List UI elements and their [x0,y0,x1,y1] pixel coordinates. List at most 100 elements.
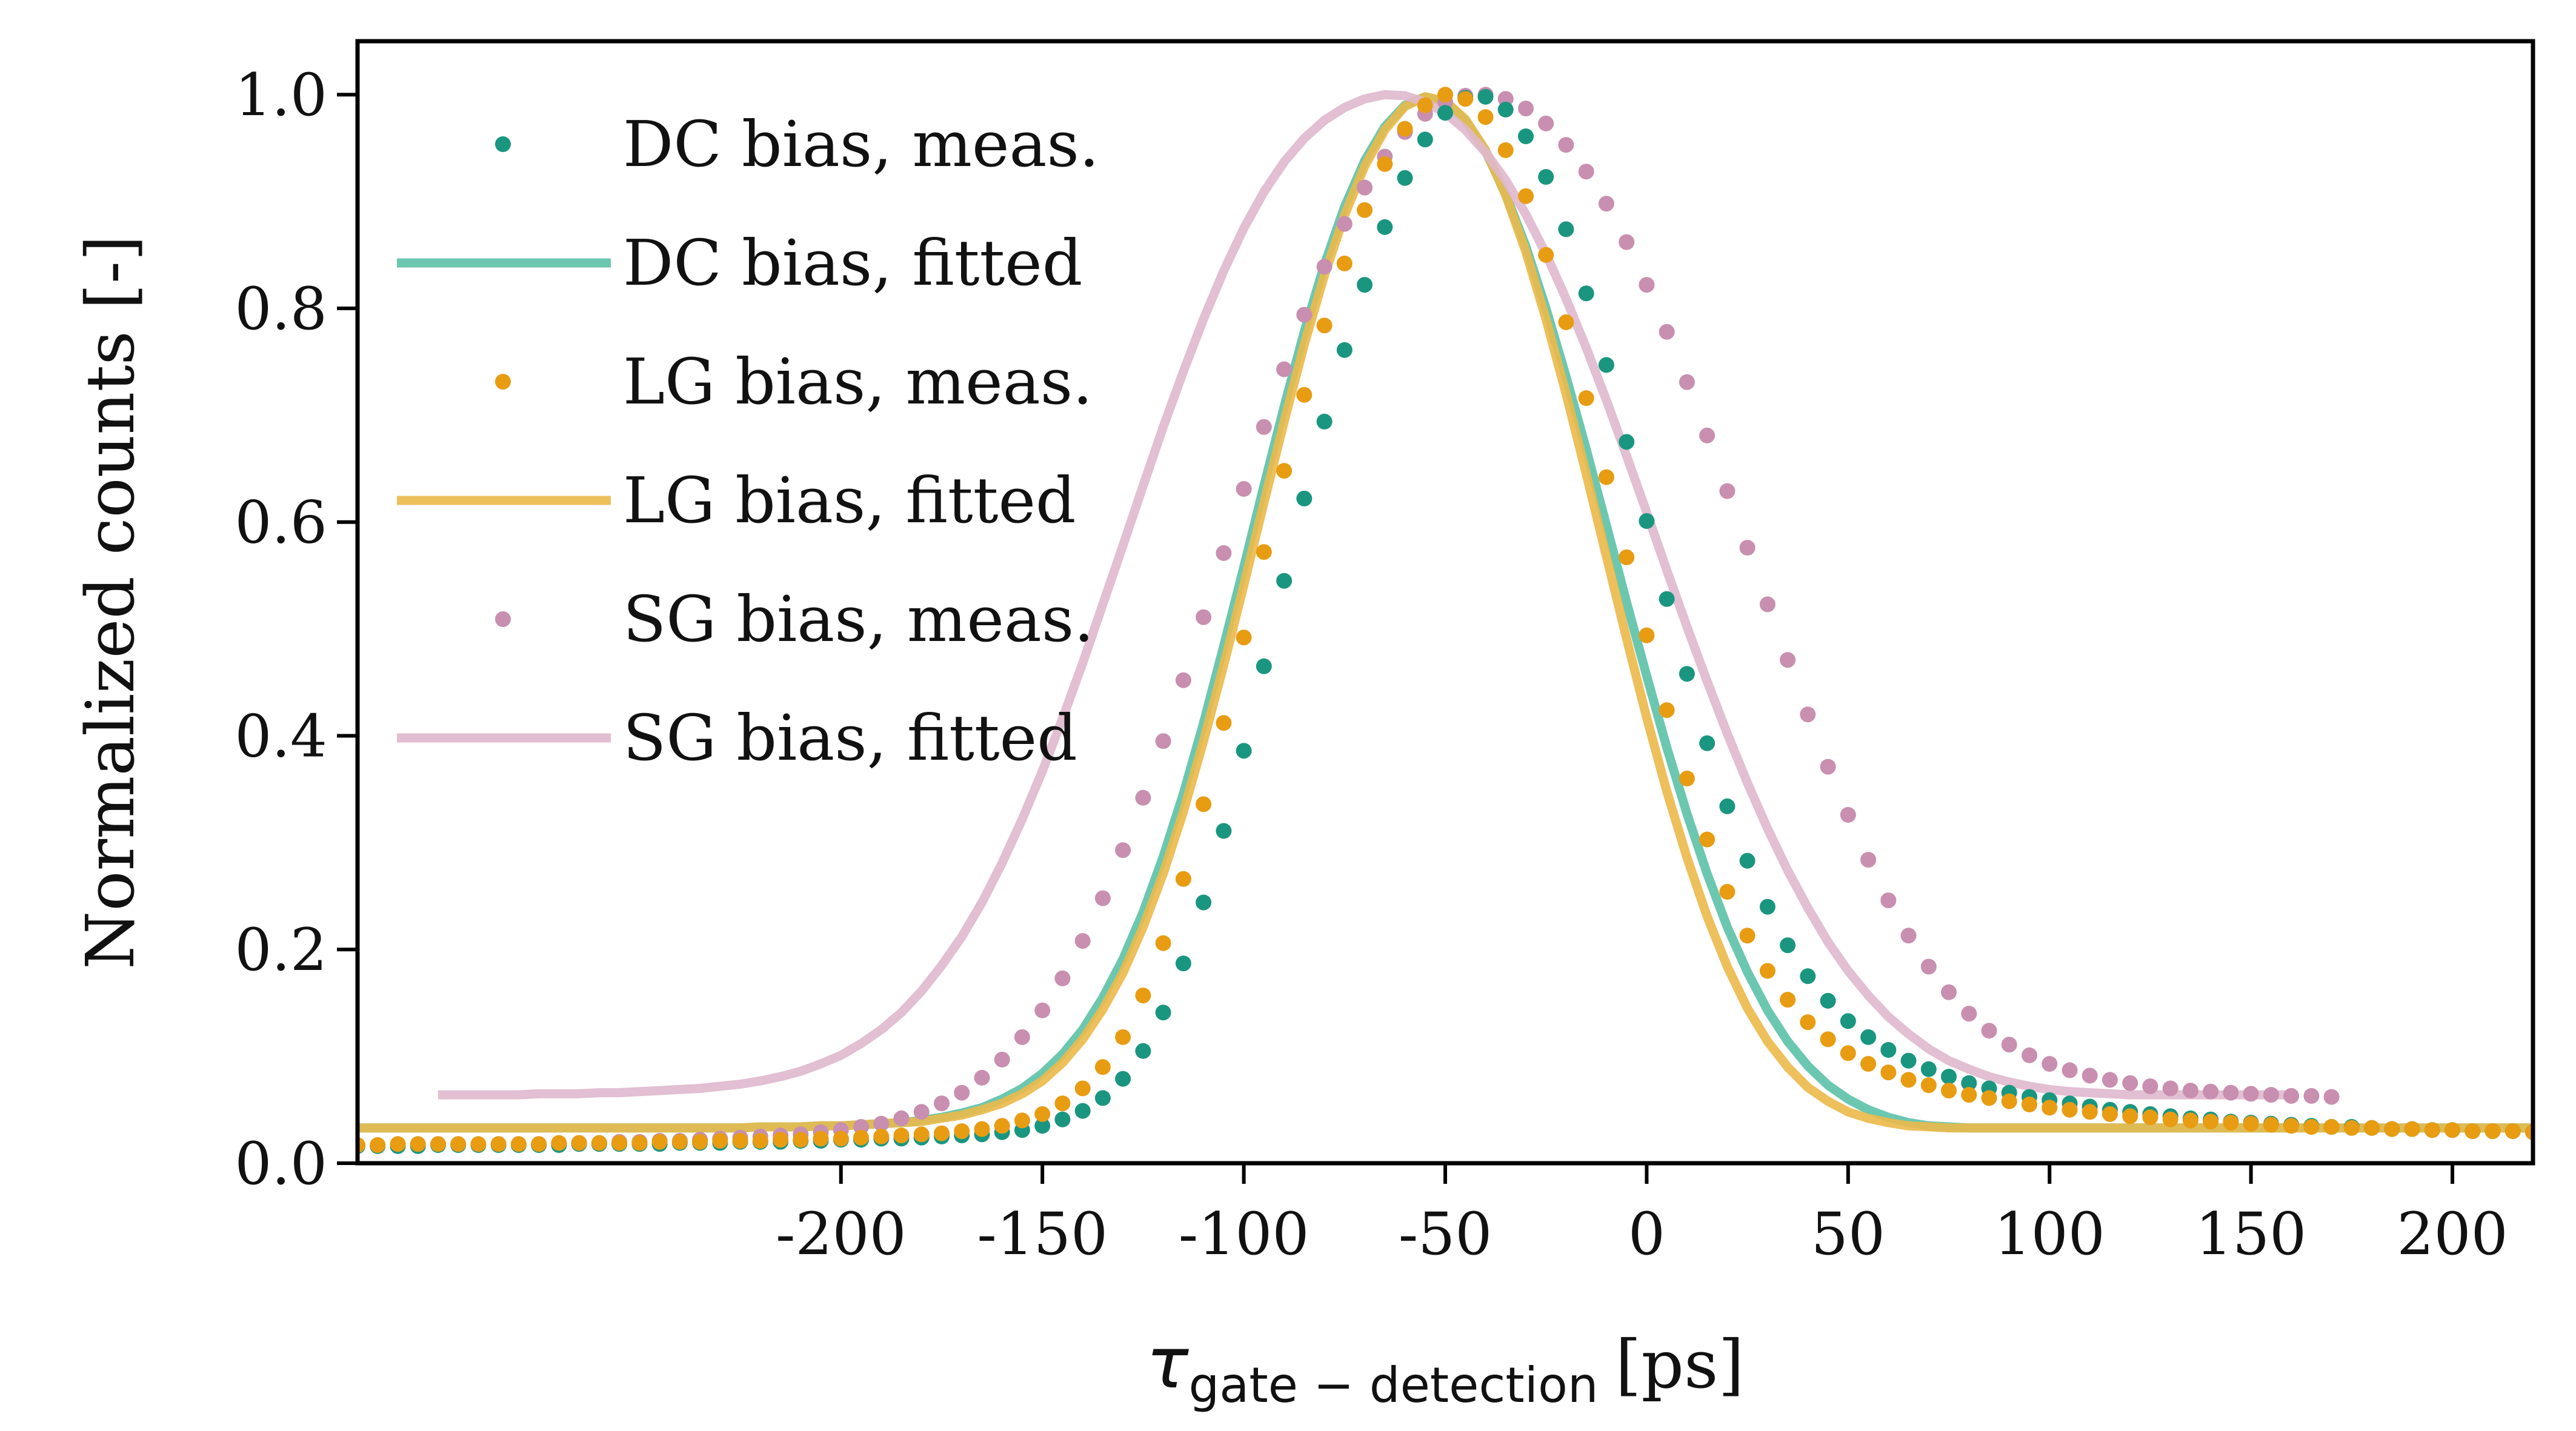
x-axis-symbol: τ [1147,1323,1190,1404]
data-point-lg-bias-meas [1377,156,1393,172]
legend-label: SG bias, meas. [623,582,1094,656]
data-point-lg-bias-meas [913,1126,930,1143]
data-point-lg-bias-meas [2364,1120,2380,1136]
legend-item-lg-bias-fitted: LG bias, fitted [397,463,1076,537]
data-point-sg-bias-meas [1256,419,1272,435]
data-point-sg-bias-meas [1135,789,1151,806]
data-point-lg-bias-meas [1135,988,1151,1004]
data-point-dc-bias-meas [1276,573,1293,589]
data-point-sg-bias-meas [1558,137,1574,153]
data-point-lg-bias-meas [732,1133,748,1149]
data-point-lg-bias-meas [1820,1031,1836,1048]
data-point-lg-bias-meas [1619,549,1635,565]
data-point-lg-bias-meas [813,1131,829,1147]
legend-item-dc-bias-fitted: DC bias, fitted [397,226,1082,300]
x-axis-label: τgate − detection [ps] [1147,1323,1745,1413]
data-point-lg-bias-meas [2182,1112,2198,1129]
data-point-dc-bias-meas [1840,1013,1856,1029]
data-point-sg-bias-meas [2122,1075,2138,1091]
data-point-sg-bias-meas [2283,1087,2300,1104]
data-point-lg-bias-meas [1074,1080,1091,1097]
data-point-lg-bias-meas [2283,1118,2300,1134]
data-point-sg-bias-meas [1054,970,1071,986]
data-point-dc-bias-meas [1135,1043,1151,1059]
data-point-lg-bias-meas [1175,871,1191,887]
x-axis-subscript: gate − detection [1189,1357,1599,1413]
data-point-lg-bias-meas [954,1123,970,1140]
data-point-dc-bias-meas [1094,1090,1111,1106]
data-point-lg-bias-meas [833,1131,849,1147]
data-point-sg-bias-meas [913,1104,930,1120]
series-layer [358,87,2533,1154]
data-point-dc-bias-meas [1880,1042,1897,1058]
data-point-sg-bias-meas [1094,890,1111,906]
data-point-sg-bias-meas [1357,179,1373,196]
data-point-sg-bias-meas [1659,324,1675,340]
data-point-sg-bias-meas [1336,216,1353,232]
data-point-sg-bias-meas [1074,933,1091,949]
data-point-lg-bias-meas [1759,963,1776,979]
data-point-dc-bias-meas [1336,342,1353,358]
data-point-dc-bias-meas [1074,1103,1091,1119]
data-point-dc-bias-meas [1699,735,1716,751]
data-point-lg-bias-meas [2484,1123,2501,1140]
data-point-lg-bias-meas [1216,715,1232,731]
data-point-sg-bias-meas [1860,852,1877,868]
data-point-lg-bias-meas [450,1136,467,1152]
data-point-lg-bias-meas [490,1136,507,1152]
data-point-lg-bias-meas [1659,702,1675,719]
data-point-lg-bias-meas [470,1136,487,1152]
data-point-lg-bias-meas [712,1133,728,1149]
legend: DC bias, meas. DC bias, fitted LG bias, me… [397,107,1099,775]
data-point-lg-bias-meas [1739,928,1756,944]
data-point-lg-bias-meas [994,1118,1010,1134]
data-point-dc-bias-meas [1357,277,1373,293]
data-point-lg-bias-meas [2162,1111,2178,1127]
data-point-lg-bias-meas [1538,247,1554,263]
data-point-lg-bias-meas [1034,1106,1051,1122]
data-point-lg-bias-meas [2082,1104,2098,1120]
data-point-dc-bias-meas [1518,128,1534,144]
x-tick-label: 150 [2195,1200,2306,1268]
data-point-lg-bias-meas [531,1136,547,1152]
legend-swatch-point [495,136,511,152]
data-point-sg-bias-meas [2223,1084,2239,1101]
data-point-sg-bias-meas [2102,1072,2118,1088]
data-point-lg-bias-meas [1296,387,1313,403]
data-point-sg-bias-meas [2082,1067,2098,1084]
data-point-lg-bias-meas [1558,314,1574,330]
data-point-sg-bias-meas [1276,361,1293,377]
data-point-lg-bias-meas [2102,1106,2118,1122]
data-point-sg-bias-meas [1578,164,1594,180]
data-point-sg-bias-meas [2243,1086,2259,1102]
data-point-lg-bias-meas [2142,1109,2158,1126]
data-point-lg-bias-meas [2504,1123,2521,1140]
data-point-lg-bias-meas [1357,202,1373,218]
data-point-sg-bias-meas [1115,842,1131,858]
data-point-sg-bias-meas [1034,1002,1051,1018]
data-point-sg-bias-meas [1840,807,1856,823]
data-point-lg-bias-meas [1155,935,1171,951]
data-point-lg-bias-meas [1115,1029,1131,1045]
data-point-dc-bias-meas [1800,968,1816,984]
data-point-lg-bias-meas [571,1135,587,1151]
legend-swatch-point [495,374,511,390]
data-point-lg-bias-meas [2303,1119,2320,1135]
legend-item-sg-bias-fitted: SG bias, fitted [397,701,1077,775]
data-point-sg-bias-meas [1598,196,1614,212]
data-point-sg-bias-meas [893,1110,910,1126]
data-point-dc-bias-meas [1941,1069,1957,1085]
data-point-sg-bias-meas [1961,1006,1977,1022]
data-point-dc-bias-meas [1034,1118,1051,1134]
data-point-dc-bias-meas [1377,219,1393,235]
data-point-lg-bias-meas [1780,992,1796,1008]
data-point-sg-bias-meas [1941,984,1957,1000]
data-point-dc-bias-meas [1256,658,1272,674]
data-point-sg-bias-meas [954,1084,970,1101]
x-tick-label: 200 [2397,1200,2508,1268]
data-point-lg-bias-meas [1518,188,1534,204]
data-point-sg-bias-meas [1719,483,1736,499]
x-axis-unit: [ps] [1616,1326,1745,1403]
data-point-dc-bias-meas [1598,357,1614,373]
